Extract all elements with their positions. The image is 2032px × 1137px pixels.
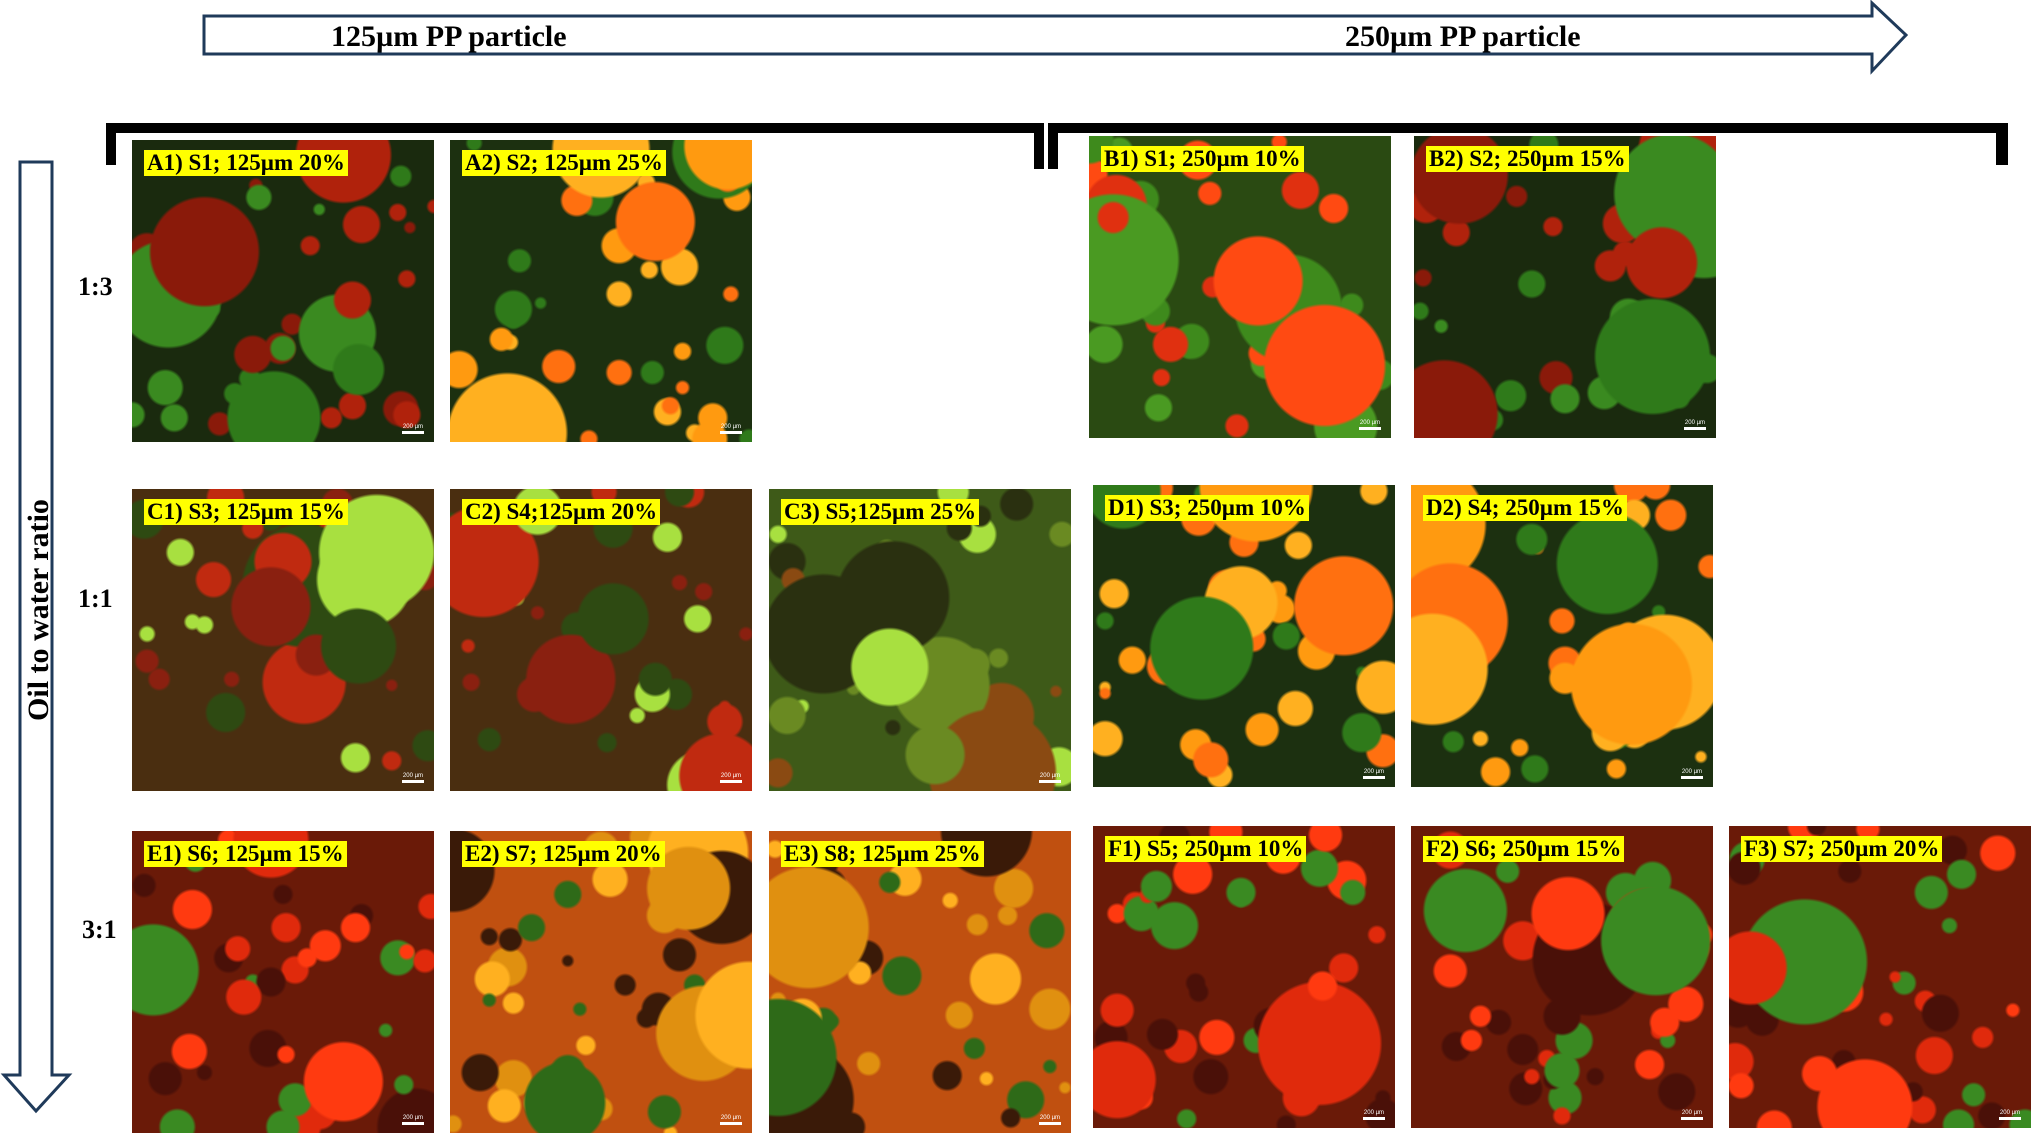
panel-label: E1) S6; 125µm 15% xyxy=(144,841,347,867)
scale-bar: 200 µm xyxy=(402,1115,424,1125)
row-label: 1:1 xyxy=(78,584,113,613)
panel-label: C3) S5;125µm 25% xyxy=(781,499,980,525)
micrograph: D1) S3; 250µm 10% 200 µm xyxy=(1093,485,1395,787)
micrograph: F3) S7; 250µm 20% 200 µm xyxy=(1729,826,2031,1128)
header-left: 125µm PP particle xyxy=(331,20,567,53)
micrograph: D2) S4; 250µm 15% 200 µm xyxy=(1411,485,1713,787)
scale-bar: 200 µm xyxy=(720,1115,742,1125)
scale-bar: 200 µm xyxy=(1363,1110,1385,1120)
scale-bar: 200 µm xyxy=(1359,420,1381,430)
scale-bar: 200 µm xyxy=(402,773,424,783)
micrograph: B2) S2; 250µm 15% 200 µm xyxy=(1414,136,1716,438)
bracket-right xyxy=(1048,123,2008,169)
side-arrow xyxy=(0,160,73,1114)
panel-label: F1) S5; 250µm 10% xyxy=(1105,836,1307,862)
scale-bar: 200 µm xyxy=(1999,1110,2021,1120)
scale-bar: 200 µm xyxy=(720,424,742,434)
scale-bar: 200 µm xyxy=(1039,1115,1061,1125)
panel-label: A1) S1; 125µm 20% xyxy=(144,150,348,176)
micrograph: E3) S8; 125µm 25% 200 µm xyxy=(769,831,1071,1133)
scale-bar: 200 µm xyxy=(720,773,742,783)
panel-label: F2) S6; 250µm 15% xyxy=(1423,836,1625,862)
panel-label: D2) S4; 250µm 15% xyxy=(1423,495,1627,521)
micrograph: F1) S5; 250µm 10% 200 µm xyxy=(1093,826,1395,1128)
scale-bar: 200 µm xyxy=(1684,420,1706,430)
micrograph: B1) S1; 250µm 10% 200 µm xyxy=(1089,136,1391,438)
micrograph: F2) S6; 250µm 15% 200 µm xyxy=(1411,826,1713,1128)
panel-label: B1) S1; 250µm 10% xyxy=(1101,146,1304,172)
panel-label: D1) S3; 250µm 10% xyxy=(1105,495,1309,521)
row-label: 1:3 xyxy=(78,272,113,301)
scale-bar: 200 µm xyxy=(1681,769,1703,779)
panel-label: B2) S2; 250µm 15% xyxy=(1426,146,1629,172)
scale-bar: 200 µm xyxy=(1039,773,1061,783)
scale-bar: 200 µm xyxy=(1681,1110,1703,1120)
micrograph: A1) S1; 125µm 20% 200 µm xyxy=(132,140,434,442)
micrograph: C1) S3; 125µm 15% 200 µm xyxy=(132,489,434,791)
panel-label: C2) S4;125µm 20% xyxy=(462,499,661,525)
axis-label: Oil to water ratio xyxy=(22,499,55,721)
row-label: 3:1 xyxy=(82,915,117,944)
micrograph: C2) S4;125µm 20% 200 µm xyxy=(450,489,752,791)
panel-label: C1) S3; 125µm 15% xyxy=(144,499,348,525)
micrograph: E2) S7; 125µm 20% 200 µm xyxy=(450,831,752,1133)
micrograph: C3) S5;125µm 25% 200 µm xyxy=(769,489,1071,791)
bracket-left xyxy=(106,123,1044,169)
panel-label: E3) S8; 125µm 25% xyxy=(781,841,984,867)
scale-bar: 200 µm xyxy=(1363,769,1385,779)
header-right: 250µm PP particle xyxy=(1345,20,1581,53)
micrograph: A2) S2; 125µm 25% 200 µm xyxy=(450,140,752,442)
panel-label: F3) S7; 250µm 20% xyxy=(1741,836,1943,862)
panel-label: E2) S7; 125µm 20% xyxy=(462,841,665,867)
panel-label: A2) S2; 125µm 25% xyxy=(462,150,666,176)
scale-bar: 200 µm xyxy=(402,424,424,434)
micrograph: E1) S6; 125µm 15% 200 µm xyxy=(132,831,434,1133)
top-arrow xyxy=(202,0,1909,75)
